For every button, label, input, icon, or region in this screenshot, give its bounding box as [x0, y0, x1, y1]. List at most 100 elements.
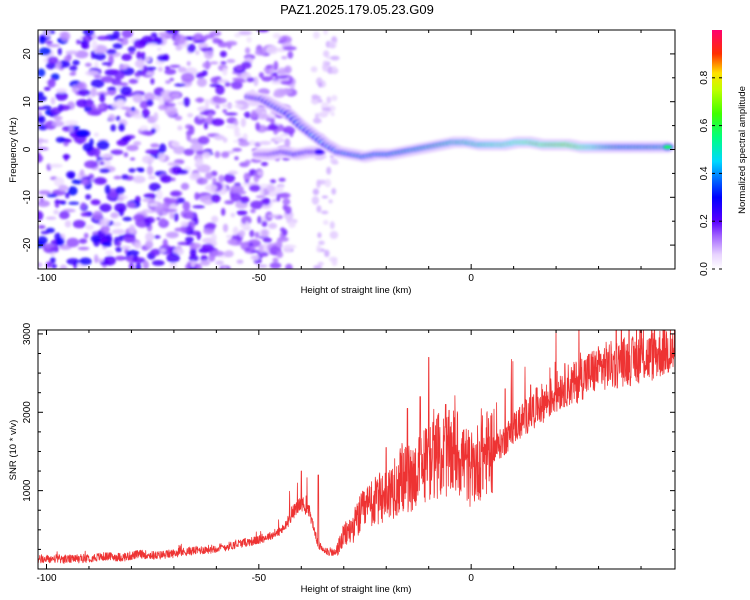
colorbar: 0.0 0.2 0.4 0.6 0.8 Normalized spectral ampl… [699, 30, 748, 276]
noise-cell [187, 43, 196, 53]
noise-cell [328, 199, 333, 204]
noise-cell [72, 59, 80, 66]
noise-cell [245, 47, 251, 54]
noise-cell [267, 214, 280, 218]
noise-cell [200, 259, 211, 266]
noise-cell [331, 257, 338, 267]
noise-cell [170, 141, 181, 148]
noise-cell [254, 231, 260, 239]
noise-cell [90, 234, 101, 243]
noise-cell [54, 200, 67, 204]
noise-cell [99, 153, 114, 159]
noise-cell [132, 114, 145, 119]
noise-cell [169, 262, 177, 269]
noise-cell [112, 43, 123, 49]
noise-cell [283, 125, 296, 135]
noise-cell [323, 220, 329, 225]
noise-cell [99, 217, 110, 227]
noise-cell [249, 184, 261, 192]
noise-cell [55, 91, 68, 101]
noise-cell [321, 195, 329, 199]
noise-cell [146, 165, 154, 176]
noise-cell [311, 196, 320, 205]
noise-cell [132, 93, 144, 103]
noise-cell [121, 53, 132, 61]
noise-cell [217, 79, 230, 84]
noise-cell [53, 115, 63, 121]
noise-cell [174, 115, 183, 121]
noise-cell [153, 37, 163, 42]
snr-x-tick-label: -100 [36, 573, 56, 584]
noise-cell [330, 111, 335, 117]
snr-panel: -100 -50 0 1000 2000 3000 Height of straight … [8, 322, 676, 595]
noise-cell [269, 262, 282, 269]
noise-cell [123, 233, 136, 243]
noise-cell [265, 65, 273, 69]
noise-cell [38, 200, 50, 207]
noise-cell [183, 148, 195, 156]
noise-cell [287, 51, 294, 59]
noise-cell [173, 146, 186, 155]
noise-cell [116, 139, 129, 146]
noise-cell [270, 179, 276, 184]
snr-x-tick-label: -50 [252, 573, 267, 584]
noise-cell [261, 204, 271, 209]
noise-cell [186, 61, 191, 66]
noise-cell [204, 34, 215, 39]
noise-cell [158, 104, 168, 111]
noise-cell [258, 244, 264, 253]
noise-cell [65, 192, 70, 199]
noise-cell [280, 227, 286, 233]
noise-cell [115, 82, 129, 86]
noise-cell [169, 77, 175, 82]
noise-cell [146, 43, 158, 47]
noise-cell [180, 182, 190, 190]
noise-cell [262, 197, 271, 206]
noise-cell [81, 178, 90, 186]
noise-cell [249, 229, 255, 238]
noise-cell [238, 30, 252, 36]
noise-cell [158, 143, 167, 154]
noise-cell [72, 219, 86, 229]
noise-cell [133, 39, 146, 49]
noise-cell [132, 257, 146, 264]
noise-cell [257, 30, 269, 33]
noise-cell [90, 87, 97, 97]
noise-cell [318, 240, 325, 245]
noise-cell [260, 229, 269, 237]
noise-cell [116, 99, 126, 108]
noise-cell [166, 252, 180, 263]
noise-cell [194, 192, 200, 201]
snr-x-axis-label: Height of straight line (km) [301, 584, 412, 595]
noise-cell [210, 193, 221, 203]
noise-cell [187, 113, 194, 118]
noise-cell [40, 230, 50, 235]
noise-cell [330, 158, 338, 164]
noise-cell [233, 120, 239, 126]
noise-cell [64, 153, 69, 161]
noise-cell [321, 107, 332, 112]
noise-cell [119, 86, 132, 96]
noise-cell [160, 217, 166, 225]
noise-cell [282, 198, 291, 206]
noise-cell [205, 222, 217, 230]
noise-cell [211, 215, 219, 223]
noise-cell [50, 256, 56, 264]
noise-cell [324, 249, 330, 258]
colorbar-ticks: 0.0 0.2 0.4 0.6 0.8 [699, 70, 722, 276]
noise-cell [134, 241, 142, 249]
noise-cell [278, 88, 293, 95]
noise-cell [118, 234, 124, 242]
noise-cell [164, 68, 177, 75]
noise-cell [240, 117, 247, 128]
noise-cell [241, 215, 252, 225]
noise-cell [261, 220, 268, 228]
noise-cell [323, 30, 328, 35]
noise-cell [194, 217, 199, 225]
spectrogram-x-tick-label: -100 [36, 273, 56, 284]
noise-cell [243, 172, 251, 181]
noise-cell [220, 61, 227, 65]
noise-cell [53, 177, 65, 187]
noise-cell [234, 156, 239, 161]
